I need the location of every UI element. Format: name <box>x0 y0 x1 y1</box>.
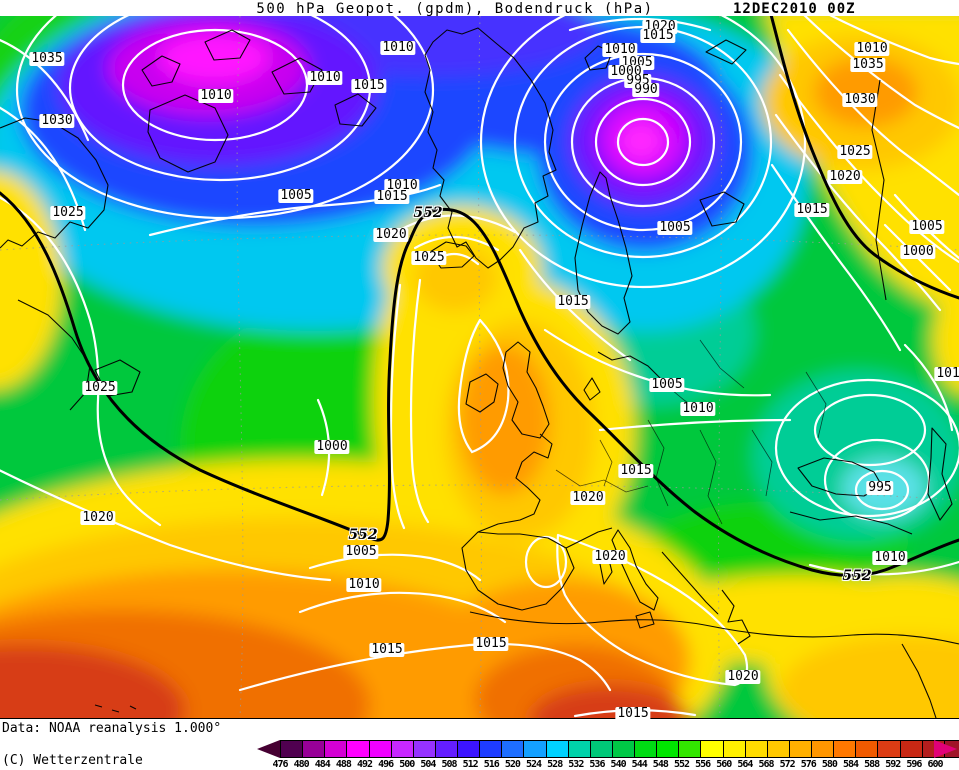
colorbar-segment <box>834 741 857 757</box>
colorbar-segment <box>369 741 392 757</box>
colorbar-tick: 544 <box>631 759 648 770</box>
colorbar-tick: 536 <box>589 759 605 770</box>
colorbar-tick: 548 <box>652 759 669 770</box>
geopotential-color-field <box>0 16 959 718</box>
credit-line-copyright: (C) Wetterzentrale <box>2 753 143 768</box>
colorbar-tick: 476 <box>272 759 288 770</box>
colorbar-segment <box>347 741 370 757</box>
colorbar-tick: 576 <box>800 759 817 770</box>
colorbar-tick: 560 <box>716 759 732 770</box>
colorbar-segment <box>657 741 680 757</box>
colorbar-tick-labels: 476 480 484 488 492 496 500 504 508 512 516 520 524 5… <box>257 759 957 770</box>
colorbar-tick: 584 <box>842 759 859 770</box>
colorbar-segment <box>458 741 481 757</box>
map-canvas <box>0 16 959 719</box>
colorbar-segment <box>281 741 304 757</box>
colorbar-tick: 580 <box>821 759 838 770</box>
colorbar-tick: 500 <box>399 759 415 770</box>
colorbar-segment <box>568 741 591 757</box>
colorbar-segment <box>745 741 768 757</box>
colorbar-segment <box>856 741 879 757</box>
map-graphic <box>0 16 959 718</box>
coastlines <box>0 27 959 718</box>
colorbar-tick: 600 <box>927 759 943 770</box>
colorbar-right-arrow <box>934 740 957 758</box>
contour-552-line <box>0 16 959 578</box>
colorbar-segment <box>480 741 503 757</box>
colorbar-tick: 552 <box>673 759 690 770</box>
run-date: 12DEC2010 00Z <box>733 1 856 17</box>
colorbar-tick: 504 <box>420 759 436 770</box>
colorbar-segment <box>303 741 326 757</box>
colorbar-segment <box>590 741 613 757</box>
colorbar-tick: 568 <box>758 759 774 770</box>
colorbar-tick: 572 <box>779 759 796 770</box>
colorbar-segment <box>812 741 835 757</box>
colorbar-segment <box>502 741 525 757</box>
colorbar-segment <box>524 741 547 757</box>
colorbar-segment <box>789 741 812 757</box>
colorbar-segments <box>280 740 959 758</box>
colorbar-tick: 524 <box>526 759 542 770</box>
colorbar-tick: 564 <box>737 759 753 770</box>
colorbar-segment <box>679 741 702 757</box>
colorbar-tick: 480 <box>293 759 310 770</box>
colorbar-tick: 528 <box>547 759 563 770</box>
colorbar-tick: 488 <box>335 759 352 770</box>
colorbar-tick: 556 <box>695 759 711 770</box>
colorbar-tick: 592 <box>885 759 901 770</box>
page-title: 500 hPa Geopot. (gpdm), Bodendruck (hPa) <box>256 1 654 17</box>
colorbar-tick: 516 <box>483 759 500 770</box>
titlebar: 500 hPa Geopot. (gpdm), Bodendruck (hPa)… <box>0 0 959 17</box>
colorbar-tick: 496 <box>378 759 394 770</box>
colorbar-segment <box>767 741 790 757</box>
colorbar-segment <box>413 741 436 757</box>
colorbar-left-arrow <box>257 740 280 758</box>
footer: Data: NOAA reanalysis 1.000° (C) Wetterz… <box>0 719 959 770</box>
colorbar-tick: 512 <box>462 759 479 770</box>
colorbar-tick: 532 <box>568 759 584 770</box>
graticule-lines <box>0 16 959 718</box>
colorbar-segment <box>900 741 923 757</box>
colorbar-segment <box>635 741 658 757</box>
colorbar-segment <box>546 741 569 757</box>
colorbar-tick: 520 <box>504 759 521 770</box>
colorbar-segment <box>325 741 348 757</box>
colorbar-tick: 484 <box>314 759 331 770</box>
colorbar-segment <box>391 741 414 757</box>
colorbar-segment <box>612 741 635 757</box>
colorbar-tick: 596 <box>906 759 922 770</box>
credit-line-data: Data: NOAA reanalysis 1.000° <box>2 721 222 736</box>
data-credits: Data: NOAA reanalysis 1.000° (C) Wetterz… <box>2 721 221 770</box>
colorbar-tick: 508 <box>441 759 458 770</box>
colorbar-segment <box>723 741 746 757</box>
colorbar-segment <box>701 741 724 757</box>
colorbar-segment <box>435 741 458 757</box>
colorbar-segment <box>878 741 901 757</box>
colorbar-tick: 492 <box>356 759 373 770</box>
country-borders <box>555 339 827 525</box>
colorbar-tick: 540 <box>610 759 627 770</box>
colorbar: 476 480 484 488 492 496 500 504 508 512 516 520 524 5… <box>257 740 959 770</box>
colorbar-tick: 588 <box>864 759 880 770</box>
